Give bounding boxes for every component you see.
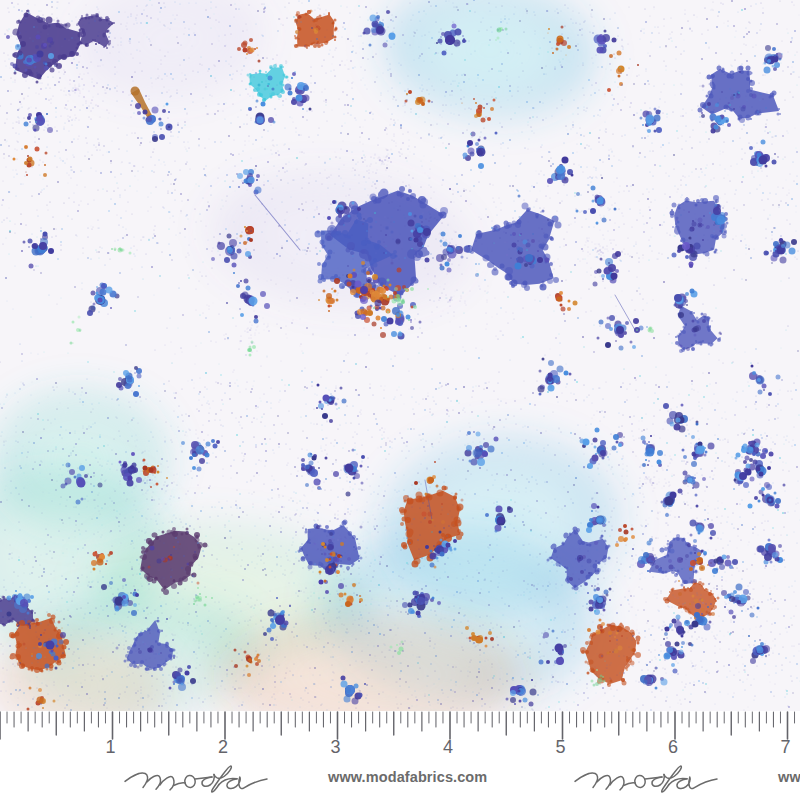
svg-text:2: 2 — [218, 737, 228, 757]
svg-text:3: 3 — [331, 737, 341, 757]
svg-text:4: 4 — [443, 737, 453, 757]
svg-text:www.modafabrics.com: www.modafabrics.com — [327, 769, 487, 785]
svg-text:1: 1 — [106, 737, 116, 757]
svg-text:7: 7 — [781, 737, 791, 757]
svg-text:5: 5 — [556, 737, 566, 757]
svg-text:www.modafabrics.com: www.modafabrics.com — [777, 769, 800, 785]
svg-text:6: 6 — [668, 737, 678, 757]
